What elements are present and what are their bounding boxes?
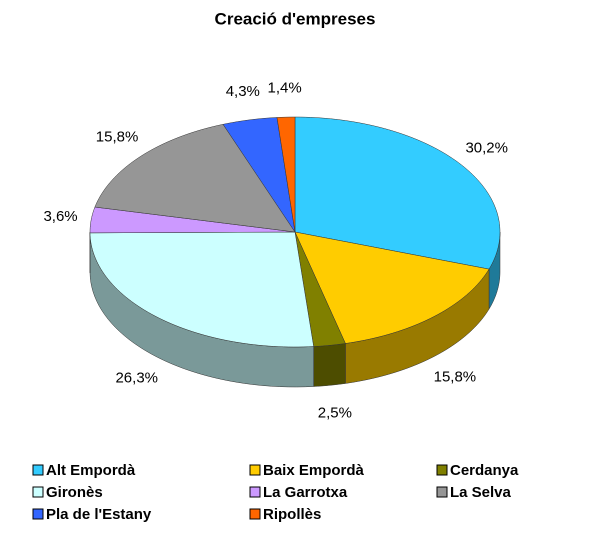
slice — [89, 206, 296, 234]
data-label: 3,6% — [43, 208, 77, 225]
legend-label: Baix Empordà — [263, 462, 365, 479]
chart-title: Creació d'empreses — [215, 9, 376, 28]
slice — [276, 116, 296, 233]
slice — [294, 231, 490, 344]
slice — [294, 231, 346, 347]
legend-label: La Garrotxa — [263, 484, 348, 501]
slice — [89, 231, 314, 348]
legend-swatch — [436, 486, 448, 498]
data-label: 1,4% — [268, 79, 302, 96]
legend-swatch — [249, 486, 261, 498]
legend-swatch — [32, 464, 44, 476]
data-label: 30,2% — [465, 139, 508, 156]
slice — [294, 116, 501, 270]
legend-label: La Selva — [450, 484, 512, 501]
legend-label: Gironès — [46, 484, 103, 501]
slice — [222, 117, 296, 233]
legend-swatch — [249, 464, 261, 476]
data-label: 15,8% — [96, 129, 139, 146]
slice — [94, 124, 296, 233]
legend-label: Ripollès — [263, 506, 321, 523]
legend-swatch — [436, 464, 448, 476]
data-label: 26,3% — [115, 370, 158, 387]
legend-label: Alt Empordà — [46, 462, 136, 479]
legend-label: Pla de l'Estany — [46, 506, 152, 523]
legend-swatch — [32, 486, 44, 498]
data-label: 15,8% — [434, 369, 477, 386]
legend-swatch — [249, 508, 261, 520]
legend-label: Cerdanya — [450, 462, 519, 479]
data-label: 2,5% — [318, 405, 352, 422]
pie-sides — [89, 231, 501, 388]
slice-side — [313, 343, 346, 387]
legend-swatch — [32, 508, 44, 520]
data-label: 4,3% — [226, 83, 260, 100]
